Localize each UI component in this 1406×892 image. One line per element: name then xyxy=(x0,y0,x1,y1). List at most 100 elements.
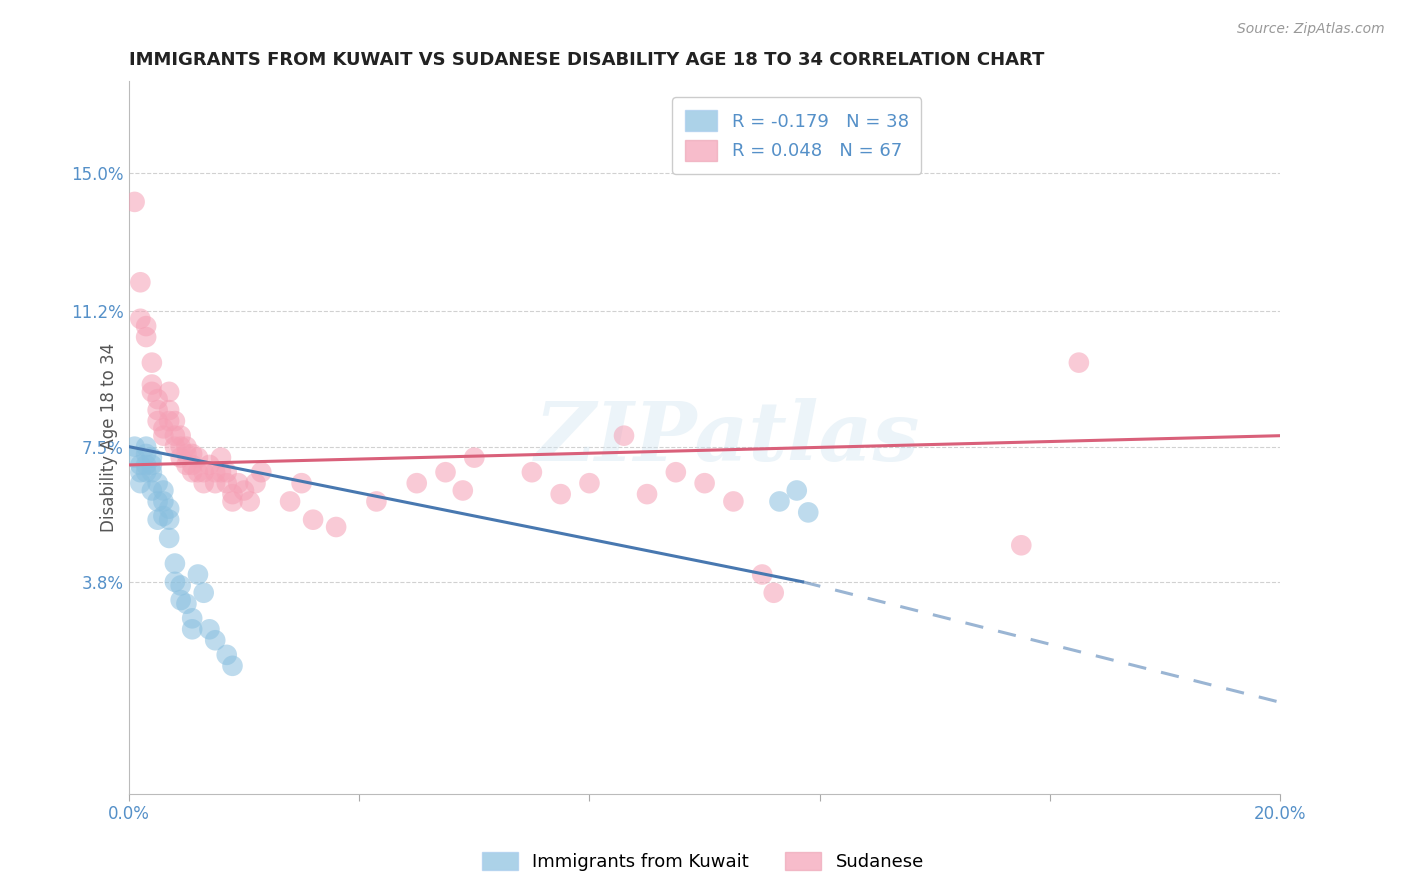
Point xyxy=(693,476,716,491)
Point xyxy=(198,458,221,472)
Point xyxy=(181,622,204,636)
Point xyxy=(209,450,232,465)
Point xyxy=(250,465,273,479)
Text: ZIPatlas: ZIPatlas xyxy=(534,398,921,477)
Point xyxy=(124,450,146,465)
Point xyxy=(325,520,347,534)
Point xyxy=(233,483,256,498)
Point xyxy=(129,465,152,479)
Point xyxy=(141,465,163,479)
Point xyxy=(193,465,215,479)
Point xyxy=(204,476,226,491)
Point xyxy=(204,465,226,479)
Point xyxy=(135,458,157,472)
Point xyxy=(226,476,249,491)
Point xyxy=(146,392,169,406)
Point xyxy=(176,597,198,611)
Point xyxy=(405,476,427,491)
Point xyxy=(135,330,157,344)
Point xyxy=(169,450,191,465)
Point xyxy=(157,384,180,399)
Point xyxy=(366,494,388,508)
Point xyxy=(146,513,169,527)
Point xyxy=(193,476,215,491)
Point xyxy=(797,505,820,519)
Point xyxy=(1067,356,1090,370)
Point xyxy=(163,428,186,442)
Point xyxy=(181,458,204,472)
Point xyxy=(187,450,209,465)
Point xyxy=(141,356,163,370)
Point xyxy=(278,494,301,508)
Point xyxy=(157,414,180,428)
Point xyxy=(146,414,169,428)
Point xyxy=(135,440,157,454)
Point xyxy=(665,465,688,479)
Point xyxy=(221,487,243,501)
Point xyxy=(215,648,238,662)
Point xyxy=(187,567,209,582)
Point xyxy=(520,465,543,479)
Point xyxy=(578,476,600,491)
Point xyxy=(163,557,186,571)
Point xyxy=(135,465,157,479)
Point xyxy=(169,578,191,592)
Text: IMMIGRANTS FROM KUWAIT VS SUDANESE DISABILITY AGE 18 TO 34 CORRELATION CHART: IMMIGRANTS FROM KUWAIT VS SUDANESE DISAB… xyxy=(129,51,1045,69)
Legend: Immigrants from Kuwait, Sudanese: Immigrants from Kuwait, Sudanese xyxy=(475,845,931,879)
Point xyxy=(152,494,174,508)
Point xyxy=(204,633,226,648)
Point xyxy=(221,494,243,508)
Point xyxy=(124,440,146,454)
Text: Source: ZipAtlas.com: Source: ZipAtlas.com xyxy=(1237,22,1385,37)
Point xyxy=(209,465,232,479)
Point xyxy=(146,403,169,417)
Point xyxy=(146,476,169,491)
Point xyxy=(135,447,157,461)
Point xyxy=(221,658,243,673)
Point xyxy=(176,440,198,454)
Point xyxy=(768,494,790,508)
Point xyxy=(157,513,180,527)
Point xyxy=(1010,538,1032,552)
Point xyxy=(124,194,146,209)
Point xyxy=(751,567,773,582)
Point xyxy=(152,509,174,524)
Point xyxy=(245,476,267,491)
Point xyxy=(302,513,325,527)
Point xyxy=(176,447,198,461)
Point xyxy=(181,465,204,479)
Point xyxy=(157,403,180,417)
Point xyxy=(176,458,198,472)
Point xyxy=(550,487,572,501)
Point xyxy=(215,465,238,479)
Point xyxy=(169,428,191,442)
Point xyxy=(157,501,180,516)
Point xyxy=(613,428,636,442)
Point xyxy=(163,574,186,589)
Legend: R = -0.179   N = 38, R = 0.048   N = 67: R = -0.179 N = 38, R = 0.048 N = 67 xyxy=(672,97,921,174)
Point xyxy=(169,593,191,607)
Point xyxy=(786,483,808,498)
Point xyxy=(181,611,204,625)
Point xyxy=(163,414,186,428)
Point xyxy=(723,494,745,508)
Point xyxy=(157,531,180,545)
Point xyxy=(141,483,163,498)
Y-axis label: Disability Age 18 to 34: Disability Age 18 to 34 xyxy=(100,343,118,532)
Point xyxy=(141,458,163,472)
Point xyxy=(129,311,152,326)
Point xyxy=(181,447,204,461)
Point xyxy=(215,476,238,491)
Point xyxy=(129,458,152,472)
Point xyxy=(152,421,174,435)
Point xyxy=(762,586,785,600)
Point xyxy=(129,275,152,289)
Point xyxy=(129,476,152,491)
Point xyxy=(636,487,658,501)
Point xyxy=(135,319,157,334)
Point xyxy=(141,377,163,392)
Point xyxy=(141,384,163,399)
Point xyxy=(146,494,169,508)
Point xyxy=(451,483,474,498)
Point xyxy=(198,622,221,636)
